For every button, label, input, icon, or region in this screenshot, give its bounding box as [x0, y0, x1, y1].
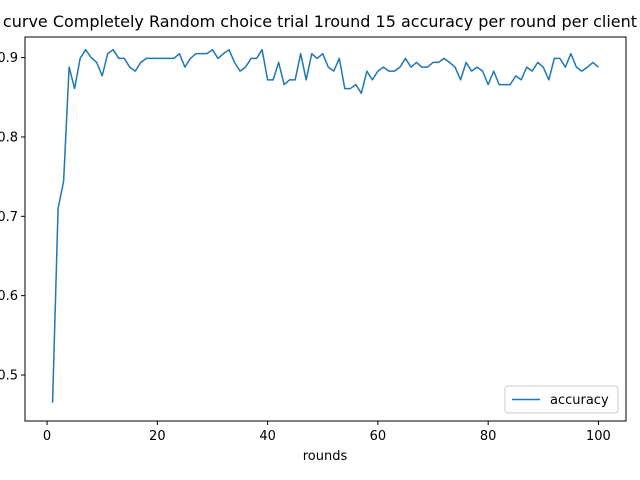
y-tick-label: 0.6: [0, 289, 18, 304]
chart-title: curve Completely Random choice trial 1ro…: [3, 12, 637, 31]
y-tick-label: 0.7: [0, 210, 18, 225]
y-tick-label: 0.9: [0, 51, 18, 66]
x-tick-label: 0: [43, 429, 51, 444]
x-tick-label: 80: [480, 429, 497, 444]
plot-area: [24, 36, 627, 422]
x-axis: 0 20 40 60 80 100: [43, 421, 611, 444]
x-axis-label: rounds: [303, 449, 348, 464]
y-axis: 0.5 0.6 0.7 0.8 0.9: [0, 51, 25, 383]
legend: accuracy: [504, 385, 619, 414]
x-tick-label: 60: [370, 429, 387, 444]
legend-box: [504, 385, 619, 414]
legend-label-accuracy: accuracy: [550, 393, 609, 408]
x-tick-label: 100: [586, 429, 611, 444]
x-tick-label: 40: [259, 429, 276, 444]
series-layer: [51, 48, 599, 403]
y-tick-label: 0.5: [0, 368, 18, 383]
x-tick-label: 20: [149, 429, 166, 444]
y-tick-label: 0.8: [0, 130, 18, 145]
series-line-accuracy: [51, 48, 599, 403]
